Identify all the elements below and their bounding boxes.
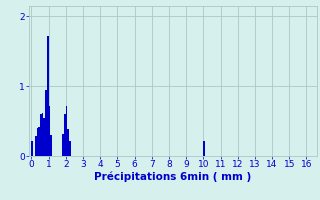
Bar [31,141,33,156]
Bar [38,127,40,156]
Bar [62,134,64,156]
X-axis label: Précipitations 6min ( mm ): Précipitations 6min ( mm ) [94,172,252,182]
Bar [50,135,52,156]
Bar [40,114,42,156]
Bar [66,106,68,156]
Bar [42,113,44,156]
Bar [68,129,69,156]
Bar [49,106,50,156]
Bar [47,36,49,156]
Bar [45,90,47,156]
Bar [44,118,45,156]
Bar [64,114,66,156]
Bar [35,136,36,156]
Bar [36,128,38,156]
Bar [69,141,71,156]
Bar [203,141,205,156]
